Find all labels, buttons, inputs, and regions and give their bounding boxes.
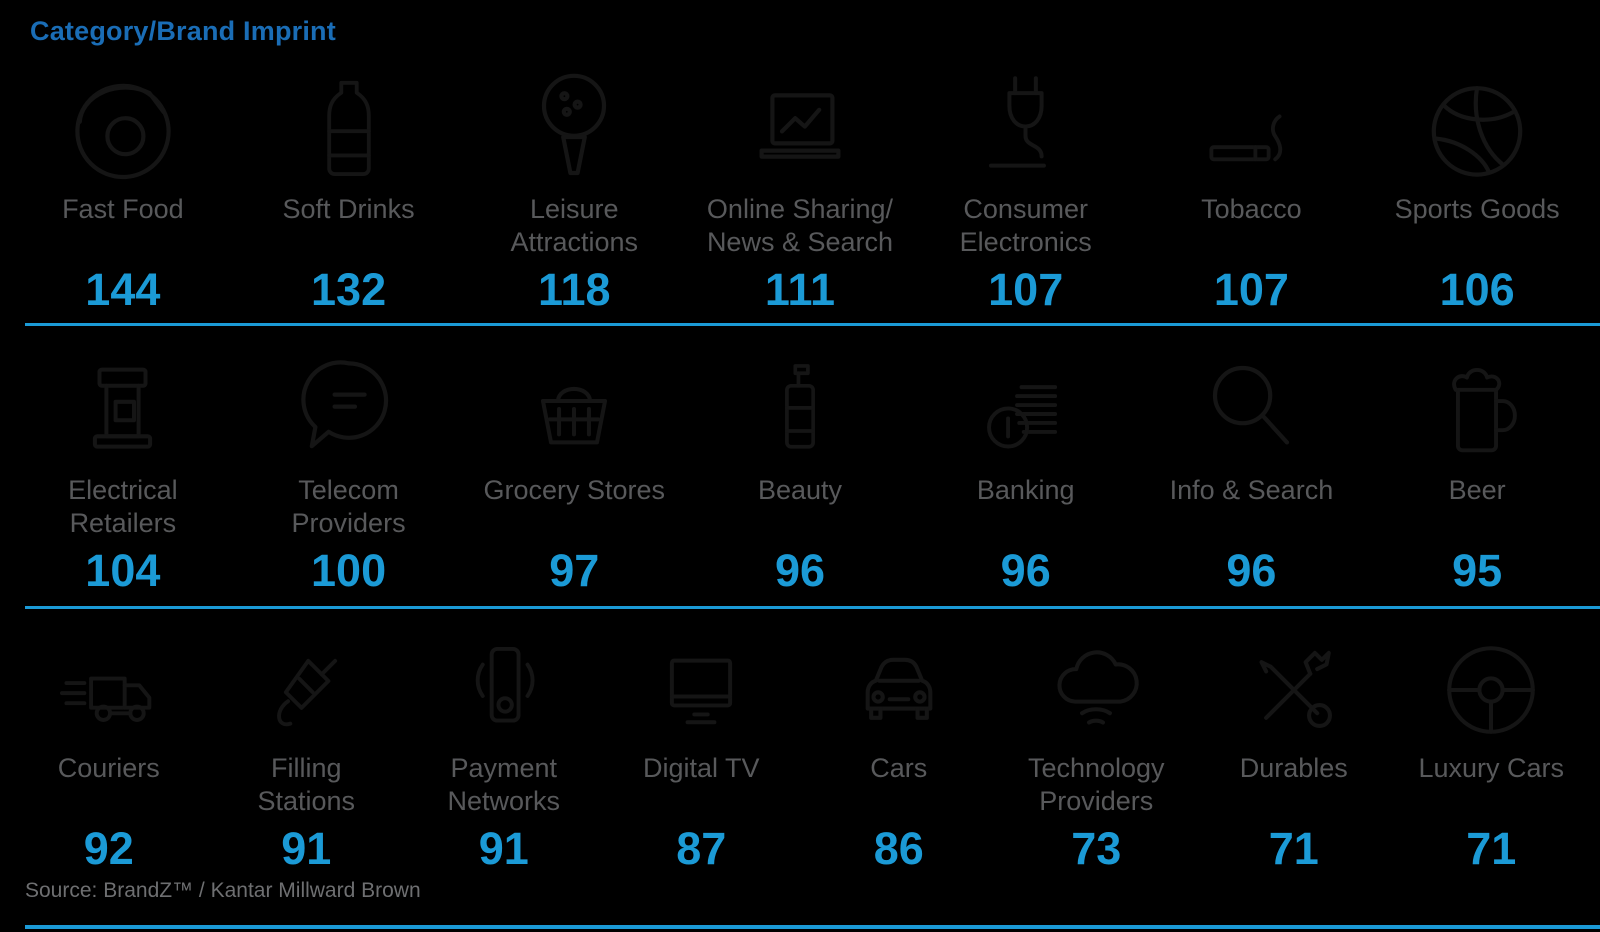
car-icon: [840, 620, 958, 748]
category-item-couriers: Couriers 92: [10, 620, 208, 874]
tools-icon: [1235, 620, 1353, 748]
category-value: 71: [1466, 823, 1517, 874]
cosmetic-bottle-icon: [747, 342, 852, 470]
tv-monitor-icon: [640, 620, 762, 748]
category-value: 100: [311, 545, 387, 596]
category-item-beauty: Beauty 96: [687, 342, 913, 596]
category-item-beer: Beer 95: [1364, 342, 1590, 596]
category-item-telecom-providers: Telecom Providers 100: [236, 342, 462, 596]
category-value: 97: [549, 545, 600, 596]
category-item-filling-stations: Filling Stations 91: [208, 620, 406, 874]
category-label: Online Sharing/ News & Search: [706, 194, 894, 257]
category-item-digital-tv: Digital TV 87: [603, 620, 801, 874]
category-value: 132: [311, 264, 387, 315]
category-label: Payment Networks: [447, 753, 561, 816]
row-divider-2: [25, 606, 1600, 609]
category-item-leisure-attractions: Leisure Attractions 118: [461, 55, 687, 315]
category-label: Telecom Providers: [291, 475, 406, 538]
category-label: Beauty: [757, 475, 843, 505]
category-label: Grocery Stores: [483, 475, 666, 505]
category-item-technology-providers: Technology Providers 73: [998, 620, 1196, 874]
category-value: 106: [1439, 264, 1515, 315]
shopping-basket-icon: [515, 342, 633, 470]
mobile-payment-icon: [448, 620, 560, 748]
speech-bubble-icon: [289, 342, 409, 470]
ball-icon: [1417, 55, 1537, 189]
category-label: Luxury Cars: [1418, 753, 1565, 783]
category-label: Durables: [1239, 753, 1348, 783]
category-item-info-search: Info & Search 96: [1139, 342, 1365, 596]
category-value: 118: [537, 264, 611, 315]
category-value: 91: [478, 823, 529, 874]
row-2: Electrical Retailers 104 Telecom Provide…: [10, 342, 1590, 596]
laptop-chart-icon: [735, 55, 865, 189]
category-value: 86: [873, 823, 924, 874]
category-label: Cars: [870, 753, 928, 783]
category-value: 144: [85, 264, 161, 315]
fuel-nozzle-icon: [250, 620, 362, 748]
bottom-divider: [25, 925, 1600, 929]
bottle-icon: [294, 55, 404, 189]
category-label: Fast Food: [62, 194, 184, 224]
beer-mug-icon: [1421, 342, 1533, 470]
category-label: Soft Drinks: [282, 194, 415, 224]
category-value: 96: [1000, 545, 1051, 596]
coins-icon: [966, 342, 1086, 470]
category-label: Filling Stations: [257, 753, 356, 816]
category-value: 96: [774, 545, 826, 596]
category-label: Beer: [1448, 475, 1506, 505]
row-1: Fast Food 144 Soft Drinks 132 Leisure: [10, 55, 1590, 315]
category-item-consumer-electronics: Consumer Electronics 107: [913, 55, 1139, 315]
category-item-online-sharing: Online Sharing/ News & Search 111: [687, 55, 913, 315]
category-value: 95: [1452, 545, 1503, 596]
category-value: 107: [1213, 264, 1289, 315]
burger-icon: [63, 55, 183, 189]
category-value: 87: [676, 823, 727, 874]
category-label: Banking: [976, 475, 1075, 505]
category-value: 107: [988, 264, 1064, 315]
category-item-luxury-cars: Luxury Cars 71: [1393, 620, 1591, 874]
category-item-payment-networks: Payment Networks 91: [405, 620, 603, 874]
category-label: Technology Providers: [1027, 753, 1165, 816]
appliance-icon: [65, 342, 180, 470]
category-value: 92: [83, 823, 134, 874]
magnifier-icon: [1191, 342, 1311, 470]
category-item-sports-goods: Sports Goods 106: [1364, 55, 1590, 315]
category-item-tobacco: Tobacco 107: [1139, 55, 1365, 315]
category-label: Electrical Retailers: [68, 475, 178, 538]
source-credit: Source: BrandZ™ / Kantar Millward Brown: [25, 879, 421, 902]
category-value: 91: [281, 823, 332, 874]
category-value: 96: [1226, 545, 1277, 596]
category-value: 71: [1268, 823, 1319, 874]
category-item-durables: Durables 71: [1195, 620, 1393, 874]
row-divider-1: [25, 323, 1600, 326]
delivery-truck-icon: [49, 620, 169, 748]
category-item-cars: Cars 86: [800, 620, 998, 874]
row-3: Couriers 92 Filling Stations 91: [10, 620, 1590, 874]
category-item-banking: Banking 96: [913, 342, 1139, 596]
category-value: 111: [764, 264, 836, 315]
category-label: Tobacco: [1201, 194, 1302, 224]
category-label: Info & Search: [1169, 475, 1334, 505]
category-value: 104: [85, 545, 161, 596]
page-title: Category/Brand Imprint: [30, 16, 336, 46]
category-item-grocery-stores: Grocery Stores 97: [461, 342, 687, 596]
category-label: Couriers: [57, 753, 160, 783]
category-value: 73: [1071, 823, 1122, 874]
power-plug-icon: [968, 55, 1083, 189]
category-label: Consumer Electronics: [959, 194, 1092, 257]
category-item-soft-drinks: Soft Drinks 132: [236, 55, 462, 315]
golf-ball-icon: [514, 55, 634, 189]
category-item-fast-food: Fast Food 144: [10, 55, 236, 315]
category-item-electrical-retailers: Electrical Retailers 104: [10, 342, 236, 596]
category-label: Digital TV: [642, 753, 760, 783]
steering-wheel-icon: [1433, 620, 1549, 748]
category-label: Leisure Attractions: [510, 194, 639, 257]
category-label: Sports Goods: [1394, 194, 1560, 224]
cigarette-icon: [1191, 55, 1311, 189]
cloud-icon: [1037, 620, 1155, 748]
